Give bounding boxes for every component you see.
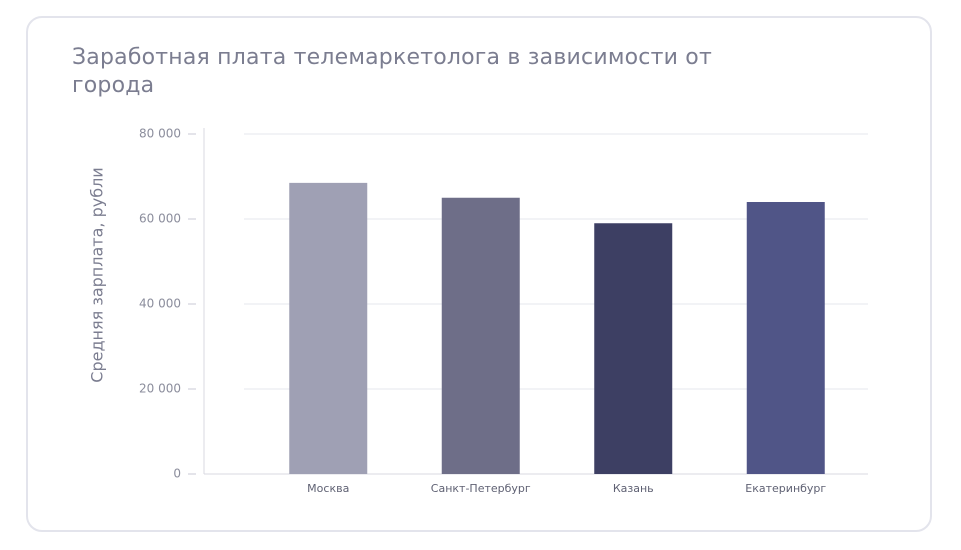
bars	[289, 182, 825, 474]
bar	[441, 197, 520, 474]
y-tick-label: 80 000	[139, 127, 181, 141]
x-tick-labels: Москва Санкт-Петербург Казань Екатеринбург	[307, 482, 826, 495]
y-tick-label: 0	[173, 467, 181, 481]
x-tick-label: Екатеринбург	[745, 482, 826, 495]
y-axis-title: Средняя зарплата, рубли	[88, 167, 107, 382]
chart-title: Заработная плата телемаркетолога в завис…	[72, 45, 712, 98]
x-tick-label: Санкт-Петербург	[431, 482, 531, 495]
bar	[746, 202, 825, 474]
bar	[594, 223, 673, 474]
y-tick-label: 60 000	[139, 212, 181, 226]
y-tick-label: 40 000	[139, 297, 181, 311]
x-tick-label: Москва	[307, 482, 349, 495]
y-tick-label: 20 000	[139, 382, 181, 396]
bar	[289, 182, 368, 474]
y-tick-labels: 0 20 000 40 000 60 000 80 000	[139, 127, 196, 481]
x-tick-label: Казань	[613, 482, 654, 495]
